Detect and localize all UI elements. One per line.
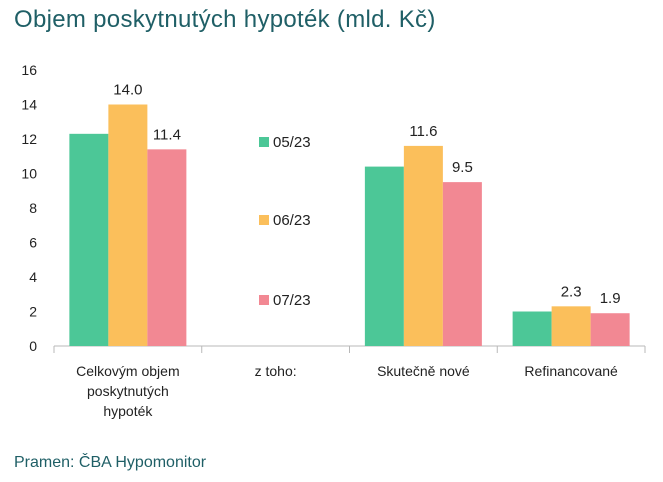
- bar-05-23: [512, 311, 552, 346]
- x-category-label: z toho:: [255, 363, 297, 379]
- bar-chart: 0 2 4 6 8 10 12 14 16 Celkovým objem poskytnutých h…: [21, 62, 646, 419]
- y-tick-label: 4: [29, 269, 37, 285]
- legend-swatch: [259, 215, 269, 225]
- y-tick-label: 8: [29, 200, 37, 216]
- chart-title: Objem poskytnutých hypoték (mld. Kč): [14, 6, 436, 33]
- x-category-label: Refinancované: [524, 363, 618, 379]
- bar-07-23: [442, 182, 482, 346]
- source-note: Pramen: ČBA Hypomonitor: [14, 454, 207, 471]
- bar-05-23: [69, 133, 109, 346]
- x-category-label: hypoték: [103, 403, 153, 419]
- data-label: 1.9: [600, 290, 621, 307]
- x-category-label: poskytnutých: [87, 383, 169, 399]
- bar-06-23: [403, 145, 443, 346]
- bar-05-23: [364, 166, 404, 346]
- data-label: 14.0: [113, 82, 142, 99]
- bar-07-23: [590, 313, 630, 346]
- legend-swatch: [259, 295, 269, 305]
- y-tick-label: 14: [21, 97, 37, 113]
- y-tick-label: 0: [29, 338, 37, 354]
- y-tick-label: 16: [21, 62, 37, 78]
- legend-label: 05/23: [273, 134, 311, 151]
- x-category-label: Skutečně nové: [377, 363, 470, 379]
- data-label: 2.3: [561, 283, 582, 300]
- y-tick-label: 6: [29, 235, 37, 251]
- bar-06-23: [108, 104, 148, 346]
- x-category-label: Celkovým objem: [76, 363, 179, 379]
- y-tick-label: 10: [21, 166, 37, 182]
- data-label: 11.4: [153, 126, 181, 143]
- y-tick-label: 2: [29, 304, 37, 320]
- legend-label: 07/23: [273, 292, 311, 309]
- legend-label: 06/23: [273, 212, 311, 229]
- bar-07-23: [147, 149, 187, 346]
- y-tick-label: 12: [21, 131, 37, 147]
- bar-06-23: [551, 306, 591, 346]
- data-label: 9.5: [452, 159, 473, 176]
- legend-swatch: [259, 137, 269, 147]
- data-label: 11.6: [409, 123, 437, 140]
